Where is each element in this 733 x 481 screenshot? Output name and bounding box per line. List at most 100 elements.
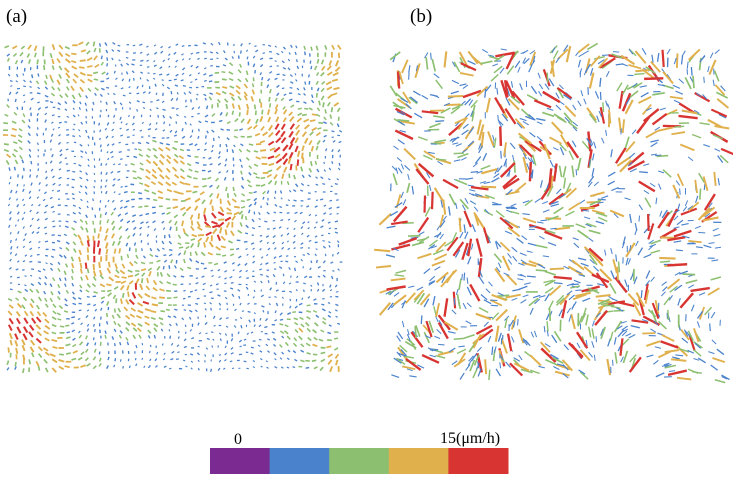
- flow-arrow: [334, 337, 339, 340]
- flow-arrow: [44, 275, 48, 280]
- flow-arrow: [104, 330, 107, 335]
- flow-arrow: [239, 316, 243, 320]
- flow-arrow: [310, 145, 315, 152]
- flow-arrow: [141, 342, 144, 346]
- flow-arrow: [275, 129, 281, 136]
- flow-arrow: [301, 232, 304, 236]
- flow-arrow: [123, 306, 129, 312]
- flow-arrow: [315, 145, 319, 151]
- flow-arrow: [98, 269, 103, 276]
- flow-arrow: [714, 246, 722, 249]
- flow-arrow: [204, 308, 207, 311]
- flow-arrow: [181, 44, 185, 47]
- flow-arrow: [519, 146, 524, 152]
- flow-arrow: [679, 270, 688, 275]
- flow-arrow: [588, 175, 595, 184]
- flow-arrow: [14, 159, 19, 165]
- flow-arrow: [459, 83, 467, 87]
- flow-arrow: [117, 323, 122, 328]
- flow-arrow: [526, 250, 533, 253]
- flow-arrow: [168, 253, 173, 257]
- flow-arrow: [268, 44, 272, 47]
- flow-arrow: [680, 207, 698, 216]
- flow-arrow: [265, 235, 270, 238]
- flow-arrow: [132, 232, 136, 237]
- flow-arrow: [280, 197, 283, 200]
- flow-arrow: [593, 306, 604, 321]
- flow-arrow: [439, 233, 444, 240]
- flow-arrow: [392, 247, 399, 252]
- flow-arrow: [524, 140, 542, 153]
- flow-arrow: [521, 261, 537, 268]
- flow-arrow: [145, 168, 151, 174]
- flow-arrow: [72, 337, 76, 341]
- flow-arrow: [120, 298, 123, 305]
- flow-arrow: [174, 130, 178, 134]
- flow-arrow: [141, 84, 144, 88]
- flow-arrow: [629, 354, 637, 363]
- flow-arrow: [693, 349, 702, 357]
- flow-arrow: [273, 196, 276, 200]
- flow-arrow: [78, 341, 84, 346]
- flow-arrow: [510, 95, 521, 104]
- flow-arrow: [232, 186, 235, 192]
- flow-arrow: [105, 101, 108, 106]
- flow-arrow: [613, 213, 619, 219]
- flow-arrow: [544, 287, 554, 294]
- flow-arrow: [66, 331, 71, 334]
- flow-arrow: [64, 108, 68, 112]
- flow-arrow: [660, 236, 677, 240]
- flow-arrow: [288, 142, 294, 151]
- flow-arrow: [328, 324, 332, 327]
- flow-arrow: [71, 52, 77, 56]
- flow-arrow: [635, 292, 646, 308]
- flow-arrow: [314, 214, 318, 217]
- flow-arrow: [152, 220, 156, 224]
- flow-arrow: [307, 192, 311, 195]
- flow-arrow: [306, 304, 311, 307]
- flow-arrow: [609, 209, 625, 218]
- flow-arrow: [120, 158, 123, 160]
- flow-arrow: [11, 120, 17, 125]
- flow-arrow: [64, 121, 68, 123]
- flow-arrow: [6, 57, 10, 62]
- flow-arrow: [246, 253, 249, 256]
- flow-arrow: [650, 139, 659, 143]
- flow-arrow: [100, 307, 103, 311]
- flow-arrow: [621, 92, 632, 112]
- flow-arrow: [190, 367, 193, 370]
- flow-arrow: [37, 226, 41, 230]
- flow-arrow: [246, 103, 250, 110]
- flow-arrow: [225, 186, 228, 192]
- flow-arrow: [44, 324, 51, 330]
- flow-arrow: [534, 198, 541, 203]
- flow-arrow: [520, 368, 533, 374]
- flow-arrow: [655, 197, 658, 205]
- flow-arrow: [417, 252, 432, 260]
- flow-arrow: [94, 342, 97, 346]
- flow-arrow: [387, 302, 394, 311]
- flow-arrow: [21, 198, 25, 202]
- flow-arrow: [253, 190, 257, 194]
- flow-arrow: [29, 302, 34, 309]
- flow-arrow: [442, 215, 447, 222]
- flow-arrow: [642, 108, 660, 123]
- flow-arrow: [132, 128, 136, 131]
- flow-arrow: [141, 357, 144, 361]
- flow-arrow: [72, 241, 77, 246]
- flow-arrow: [136, 314, 142, 319]
- flow-arrow: [125, 299, 130, 305]
- flow-arrow: [587, 181, 593, 188]
- flow-arrow: [70, 275, 74, 280]
- flow-arrow: [118, 163, 121, 166]
- flow-arrow: [154, 255, 159, 258]
- flow-arrow: [278, 226, 282, 229]
- flow-arrow: [274, 97, 278, 102]
- flow-arrow: [718, 113, 727, 119]
- flow-arrow: [24, 284, 27, 287]
- flow-arrow: [65, 86, 70, 91]
- flow-arrow: [305, 342, 311, 347]
- flow-arrow: [215, 51, 219, 55]
- flow-arrow: [253, 312, 256, 315]
- flow-arrow: [3, 122, 9, 125]
